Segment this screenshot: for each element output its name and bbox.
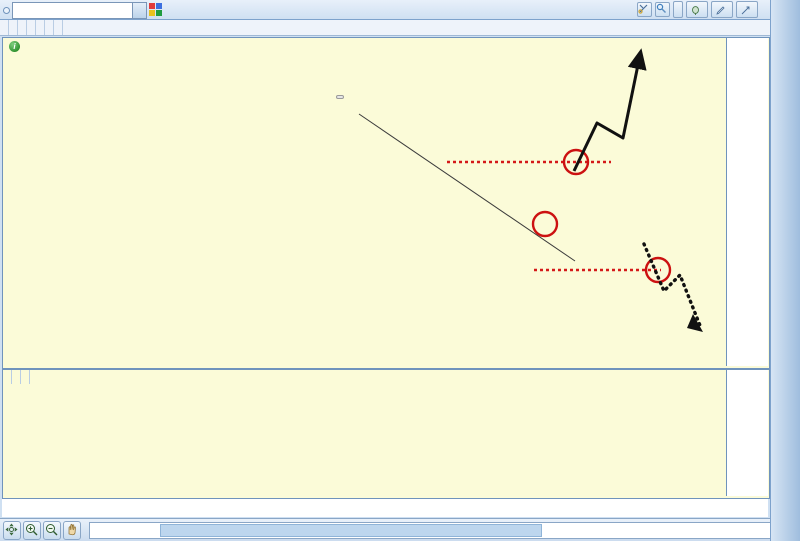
high-price-tag <box>336 95 344 99</box>
zoom-in-icon[interactable] <box>23 520 42 540</box>
ao-zero-level <box>21 370 30 384</box>
studies-button[interactable] <box>736 1 758 18</box>
scroll-right-arrow[interactable] <box>747 524 758 535</box>
ao-histogram <box>3 384 726 496</box>
copyright-notice: i <box>9 41 24 52</box>
ao-value <box>12 370 21 384</box>
ao-header <box>3 370 30 384</box>
studies-icon <box>741 5 750 15</box>
pivot-circle-breakout <box>531 210 559 238</box>
ao-plot-area <box>3 384 726 496</box>
bullish-forecast-arrow <box>572 48 647 172</box>
trendline <box>358 113 576 262</box>
drawing-annotations-layer <box>358 48 703 332</box>
info-date <box>9 20 18 35</box>
pencil-icon <box>716 5 725 15</box>
crosshair-icon[interactable] <box>637 2 652 17</box>
info-symbol-span <box>0 20 9 35</box>
right-sidebar-tabs <box>770 0 800 541</box>
symbol-type-icon <box>149 3 162 16</box>
drawings-button[interactable] <box>711 1 733 18</box>
ohlc-info-bar <box>0 20 770 36</box>
bearish-forecast-arrow <box>642 242 703 330</box>
info-high <box>27 20 36 35</box>
bottom-toolbar <box>0 518 773 541</box>
awesome-oscillator-panel[interactable] <box>2 369 770 499</box>
symbol-status-dot <box>3 7 10 14</box>
pivot-circle-lower <box>644 256 672 284</box>
magnifier-icon[interactable] <box>655 2 670 17</box>
info-low <box>36 20 45 35</box>
timeframe-button[interactable] <box>673 1 683 18</box>
ao-study-name[interactable] <box>3 370 12 384</box>
info-icon: i <box>9 41 20 52</box>
info-open <box>18 20 27 35</box>
price-axis[interactable] <box>726 38 768 366</box>
chart-scrollbar[interactable] <box>89 521 773 539</box>
bearish-arrow-head <box>687 314 703 332</box>
symbol-input[interactable] <box>12 2 138 19</box>
pan-icon[interactable] <box>3 520 22 540</box>
symbol-bar <box>0 0 770 20</box>
info-close <box>45 20 54 35</box>
chart-toolbar <box>637 1 768 18</box>
hand-icon[interactable] <box>63 520 82 540</box>
price-chart-panel[interactable]: i <box>2 37 770 369</box>
ao-axis[interactable] <box>726 370 768 496</box>
pivot-circle-upper <box>562 148 590 176</box>
zoom-out-icon[interactable] <box>43 520 62 540</box>
style-button[interactable] <box>686 1 708 18</box>
time-axis <box>2 499 768 517</box>
info-range <box>54 20 63 35</box>
symbol-dropdown-arrow[interactable] <box>132 2 147 19</box>
candlestick-plot-area[interactable] <box>3 38 726 366</box>
scrollbar-thumb[interactable] <box>160 523 543 537</box>
scroll-left-arrow[interactable] <box>92 524 103 535</box>
style-icon <box>691 5 700 15</box>
